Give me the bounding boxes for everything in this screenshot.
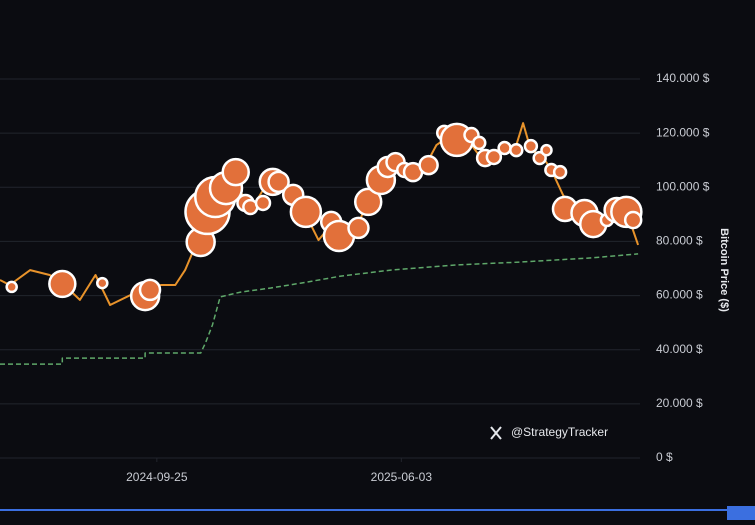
y-tick-label: 100.000 $ xyxy=(656,179,710,193)
purchase-bubble xyxy=(267,170,290,194)
purchase-bubble xyxy=(347,216,370,240)
purchase-bubble xyxy=(138,278,162,302)
purchase-bubble xyxy=(418,154,439,176)
purchase-bubble xyxy=(289,195,323,229)
grid xyxy=(0,78,640,459)
y-tick-label: 80.000 $ xyxy=(656,234,703,248)
x-tick-label: 2025-06-03 xyxy=(371,470,433,484)
purchase-bubble xyxy=(523,138,539,154)
plot-area xyxy=(0,122,643,365)
y-tick-label: 0 $ xyxy=(656,450,673,464)
purchase-bubble xyxy=(509,142,524,158)
purchase-bubble xyxy=(552,164,568,180)
scrollbar-track xyxy=(0,509,755,511)
x-logo xyxy=(490,426,502,440)
purchase-bubble xyxy=(254,194,272,212)
y-tick-label: 20.000 $ xyxy=(656,396,703,410)
y-tick-label: 120.000 $ xyxy=(656,125,710,139)
purchase-bubble xyxy=(48,269,77,299)
purchase-bubble xyxy=(485,148,503,166)
cost-basis-line xyxy=(0,253,639,365)
x-tick-label: 2024-09-25 xyxy=(126,470,188,484)
purchase-bubble xyxy=(353,187,383,217)
scrollbar-handle[interactable] xyxy=(727,506,755,520)
purchase-bubble xyxy=(497,140,512,156)
purchase-bubble xyxy=(623,210,643,230)
y-tick-label: 140.000 $ xyxy=(656,71,710,85)
purchase-bubble xyxy=(540,143,553,157)
purchase-bubble xyxy=(472,135,487,151)
y-tick-label: 60.000 $ xyxy=(656,288,703,302)
purchase-bubble xyxy=(221,157,250,187)
axes: 0 $ 20.000 $ 40.000 $ 60.000 $ 80.000 $ 100.0… xyxy=(126,71,710,484)
purchase-bubble xyxy=(96,276,109,290)
watermark: @StrategyTracker xyxy=(490,425,608,440)
y-tick-label: 40.000 $ xyxy=(656,342,703,356)
y-axis-label: Bitcoin Price ($) xyxy=(718,228,730,312)
purchase-bubble xyxy=(5,280,18,294)
watermark-text: @StrategyTracker xyxy=(511,425,608,439)
